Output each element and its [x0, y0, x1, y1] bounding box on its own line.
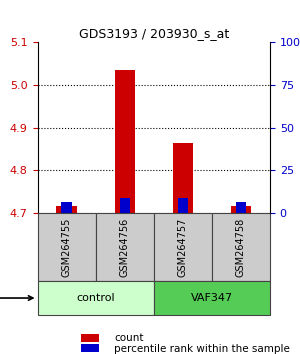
FancyBboxPatch shape	[154, 281, 270, 315]
Text: GSM264758: GSM264758	[236, 217, 246, 276]
Text: GSM264756: GSM264756	[120, 217, 130, 276]
Text: count: count	[114, 333, 143, 343]
Bar	[178, 198, 188, 213]
Bar	[61, 202, 72, 213]
Text: GSM264757: GSM264757	[178, 217, 188, 276]
Text: control: control	[76, 293, 115, 303]
Bar	[56, 206, 77, 213]
FancyBboxPatch shape	[154, 213, 212, 281]
FancyBboxPatch shape	[38, 281, 154, 315]
Text: agent: agent	[0, 293, 33, 303]
Text: GSM264755: GSM264755	[61, 217, 72, 276]
Bar	[115, 70, 135, 213]
Text: percentile rank within the sample: percentile rank within the sample	[114, 344, 290, 354]
Bar	[231, 206, 251, 213]
FancyBboxPatch shape	[96, 213, 154, 281]
Bar	[172, 143, 193, 213]
Title: GDS3193 / 203930_s_at: GDS3193 / 203930_s_at	[79, 27, 229, 40]
FancyBboxPatch shape	[38, 213, 96, 281]
Text: VAF347: VAF347	[191, 293, 233, 303]
Bar	[236, 202, 246, 213]
FancyBboxPatch shape	[212, 213, 270, 281]
Bar	[120, 198, 130, 213]
